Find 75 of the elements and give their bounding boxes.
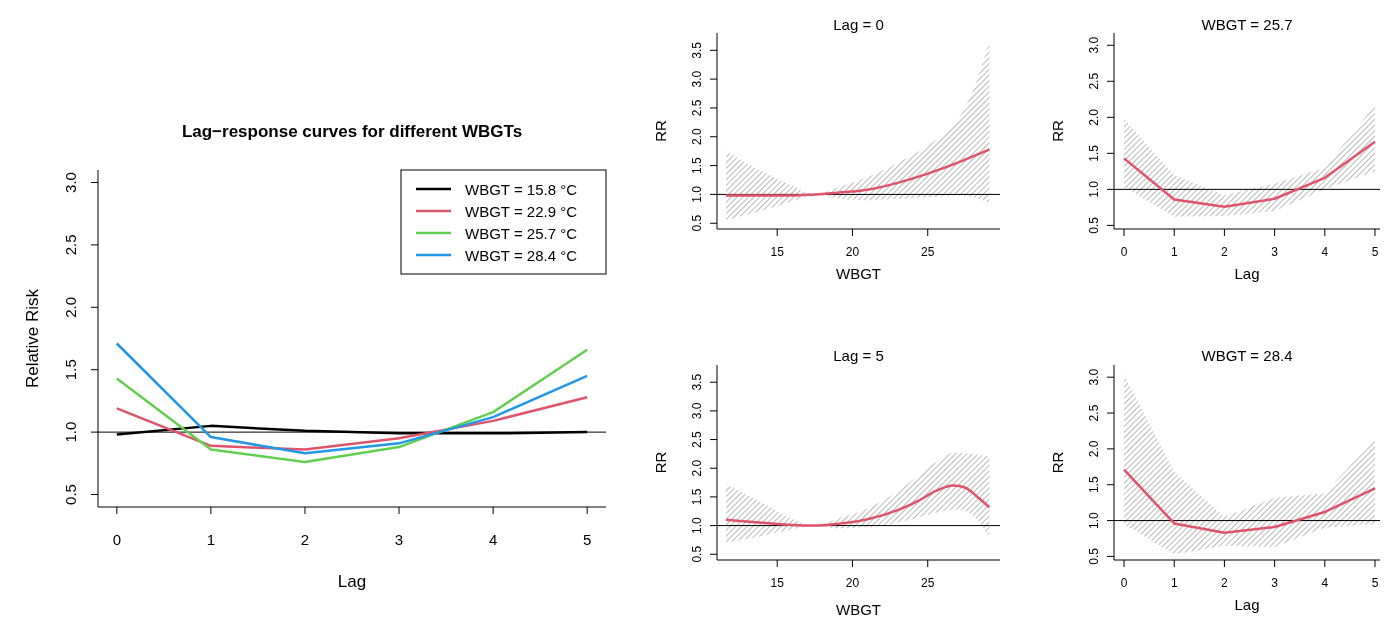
y-tick-label: 1.0 bbox=[61, 421, 79, 443]
chart-title: Lag−response curves for different WBGTs bbox=[181, 122, 523, 141]
legend-label: WBGT = 25.7 °C bbox=[465, 224, 578, 242]
y-tick-label: 2.5 bbox=[690, 430, 704, 448]
y-tick-label: 1.0 bbox=[1087, 180, 1101, 198]
x-tick-label: 3 bbox=[394, 531, 404, 548]
x-tick-label: 3 bbox=[1271, 245, 1279, 259]
y-tick-label: 2.0 bbox=[61, 296, 79, 318]
y-tick-label: 2.0 bbox=[1087, 108, 1101, 126]
x-axis-title: WBGT bbox=[836, 265, 881, 282]
chart-title: WBGT = 28.4 bbox=[1201, 347, 1293, 364]
legend-label: WBGT = 28.4 °C bbox=[465, 246, 578, 264]
y-tick-label: 3.0 bbox=[690, 70, 704, 88]
y-tick-label: 1.0 bbox=[1087, 511, 1101, 529]
x-tick-label: 4 bbox=[1321, 576, 1329, 590]
x-tick-label: 20 bbox=[845, 576, 860, 590]
y-tick-label: 0.5 bbox=[61, 484, 79, 505]
x-tick-label: 1 bbox=[1170, 245, 1178, 259]
y-tick-label: 1.5 bbox=[690, 156, 704, 174]
y-axis-title: RR bbox=[651, 451, 669, 474]
x-tick-label: 0 bbox=[1120, 245, 1128, 259]
y-tick-label: 0.5 bbox=[1087, 547, 1101, 565]
legend-label: WBGT = 15.8 °C bbox=[465, 180, 578, 198]
x-tick-label: 25 bbox=[921, 245, 935, 259]
y-tick-label: 2.0 bbox=[1087, 440, 1101, 458]
y-tick-label: 3.0 bbox=[690, 402, 704, 420]
x-tick-label: 2 bbox=[300, 531, 310, 548]
y-tick-label: 3.0 bbox=[1087, 36, 1101, 54]
x-tick-label: 25 bbox=[921, 576, 935, 590]
chart-title: WBGT = 25.7 bbox=[1201, 16, 1293, 33]
y-tick-label: 2.5 bbox=[690, 99, 704, 117]
x-axis-title: Lag bbox=[1234, 596, 1260, 613]
x-tick-label: 15 bbox=[770, 245, 785, 259]
y-tick-label: 0.5 bbox=[690, 214, 704, 232]
x-tick-label: 0 bbox=[1120, 576, 1128, 590]
y-tick-label: 2.5 bbox=[1087, 404, 1101, 422]
y-tick-label: 3.5 bbox=[690, 41, 704, 59]
y-tick-label: 0.5 bbox=[690, 545, 704, 563]
x-axis-title: WBGT bbox=[836, 601, 881, 618]
y-tick-label: 1.0 bbox=[690, 185, 704, 203]
y-tick-label: 1.0 bbox=[690, 516, 704, 534]
y-axis-title: Relative Risk bbox=[22, 288, 42, 389]
y-tick-label: 2.5 bbox=[61, 234, 79, 256]
x-tick-label: 5 bbox=[583, 531, 592, 548]
x-tick-label: 1 bbox=[206, 531, 216, 548]
legend-label: WBGT = 22.9 °C bbox=[465, 202, 578, 220]
x-tick-label: 5 bbox=[1371, 245, 1379, 259]
x-tick-label: 0 bbox=[112, 531, 121, 548]
x-tick-label: 15 bbox=[770, 576, 785, 590]
y-tick-label: 2.5 bbox=[1087, 72, 1101, 90]
y-tick-label: 0.5 bbox=[1087, 216, 1101, 234]
x-tick-label: 2 bbox=[1221, 245, 1229, 259]
x-tick-label: 4 bbox=[1321, 245, 1329, 259]
y-axis-title: RR bbox=[1048, 120, 1066, 142]
y-tick-label: 3.0 bbox=[1087, 368, 1101, 386]
y-tick-label: 1.5 bbox=[690, 488, 704, 506]
y-tick-label: 1.5 bbox=[1087, 144, 1101, 162]
y-axis-title: RR bbox=[651, 120, 669, 142]
y-tick-label: 2.0 bbox=[690, 128, 704, 146]
x-axis-title: Lag bbox=[337, 572, 367, 591]
x-tick-label: 4 bbox=[488, 531, 498, 548]
x-tick-label: 2 bbox=[1221, 576, 1229, 590]
y-tick-label: 3.0 bbox=[61, 172, 79, 193]
chart-title: Lag = 0 bbox=[833, 16, 884, 33]
y-tick-label: 1.5 bbox=[61, 359, 79, 381]
chart-title: Lag = 5 bbox=[833, 347, 884, 364]
x-tick-label: 3 bbox=[1271, 576, 1279, 590]
x-tick-label: 20 bbox=[845, 245, 860, 259]
x-tick-label: 5 bbox=[1371, 576, 1379, 590]
x-tick-label: 1 bbox=[1170, 576, 1178, 590]
y-tick-label: 3.5 bbox=[690, 373, 704, 391]
y-axis-title: RR bbox=[1048, 451, 1066, 474]
y-tick-label: 2.0 bbox=[690, 459, 704, 477]
y-tick-label: 1.5 bbox=[1087, 476, 1101, 494]
x-axis-title: Lag bbox=[1234, 265, 1260, 282]
